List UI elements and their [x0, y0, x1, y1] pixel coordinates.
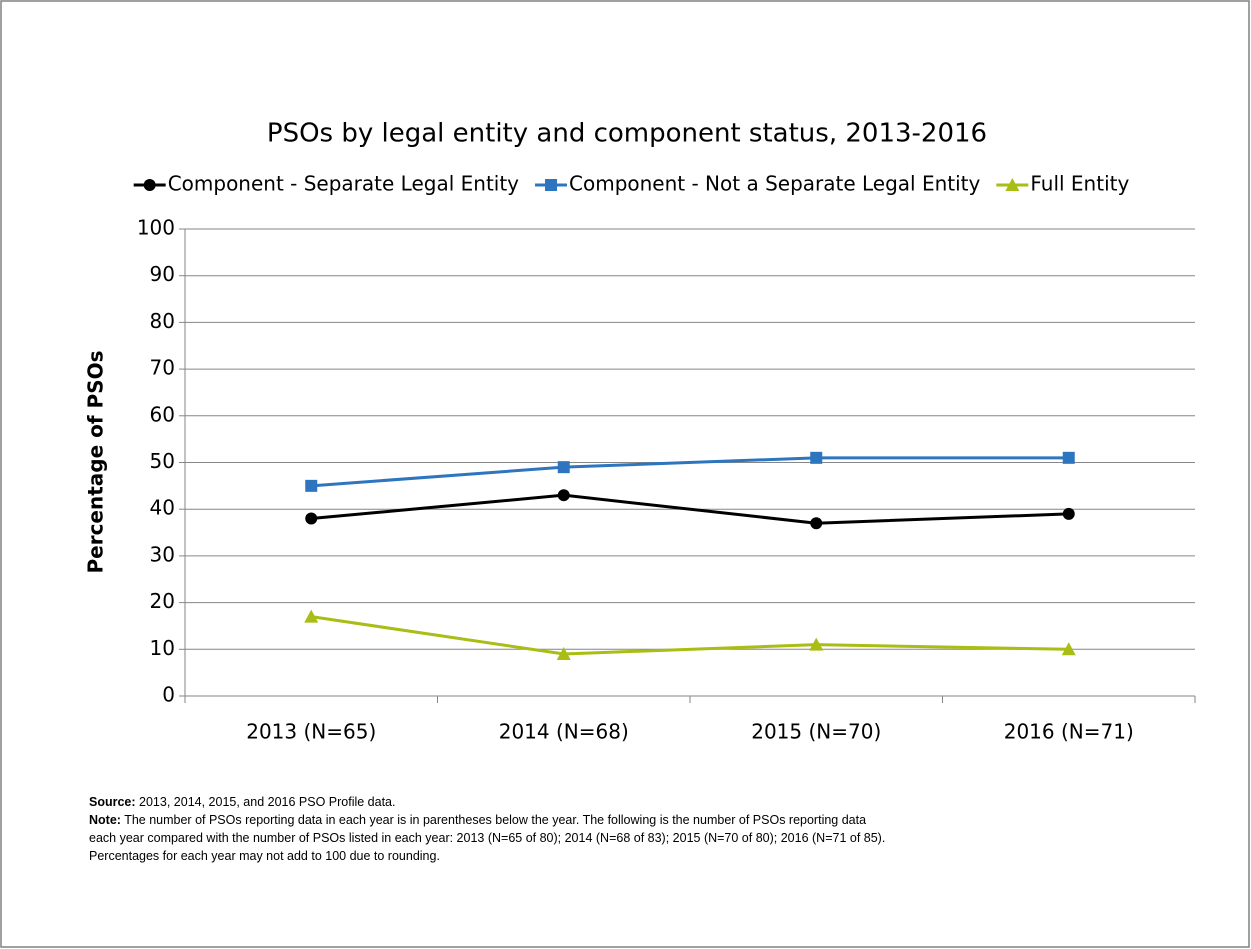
y-tick-label: 60	[150, 402, 175, 426]
x-tick-label: 2015 (N=70)	[751, 720, 881, 744]
data-point	[305, 512, 318, 525]
data-point	[1062, 451, 1075, 464]
data-point	[556, 646, 571, 660]
legend-marker	[545, 179, 558, 191]
data-point	[810, 517, 823, 530]
legend-marker	[143, 179, 156, 191]
y-tick-label: 40	[150, 496, 175, 520]
source-text: 2013, 2014, 2015, and 2016 PSO Profile d…	[139, 795, 396, 809]
legend-marker	[1005, 178, 1020, 191]
y-axis-label: Percentage of PSOs	[84, 350, 108, 573]
y-tick-label: 100	[137, 216, 175, 240]
note-line: Note: The number of PSOs reporting data …	[89, 811, 1169, 829]
data-point	[810, 451, 823, 464]
data-point	[305, 479, 318, 492]
note-text: The number of PSOs reporting data in eac…	[124, 813, 867, 827]
data-point	[1062, 507, 1075, 520]
y-tick-label: 90	[150, 262, 175, 286]
y-tick-label: 10	[150, 636, 175, 660]
y-tick-label: 20	[150, 589, 175, 613]
y-tick-label: 80	[150, 309, 175, 333]
y-tick-label: 70	[150, 356, 175, 380]
data-point	[809, 637, 824, 651]
data-point	[557, 489, 570, 502]
legend-label: Component - Not a Separate Legal Entity	[569, 172, 981, 196]
x-tick-label: 2016 (N=71)	[1004, 720, 1134, 744]
x-tick-label: 2014 (N=68)	[499, 720, 629, 744]
chart-title: PSOs by legal entity and component statu…	[267, 119, 987, 149]
source: Source: 2013, 2014, 2015, and 2016 PSO P…	[89, 793, 1169, 811]
series-line	[311, 456, 1069, 488]
y-tick-label: 0	[162, 683, 175, 707]
legend-label: Component - Separate Legal Entity	[168, 172, 519, 196]
legend: Component - Separate Legal Entity Compone…	[133, 172, 1129, 196]
data-point	[304, 609, 319, 623]
notes: Source: 2013, 2014, 2015, and 2016 PSO P…	[89, 793, 1169, 865]
note-line: each year compared with the number of PS…	[89, 831, 886, 845]
y-tick-label: 30	[150, 542, 175, 566]
legend-label: Full Entity	[1030, 172, 1129, 196]
note-line: Percentages for each year may not add to…	[89, 849, 440, 863]
series-line	[311, 493, 1069, 525]
y-tick-label: 50	[150, 449, 175, 473]
data-point	[1061, 642, 1076, 656]
source-label: Source:	[89, 795, 136, 809]
note-label: Note:	[89, 813, 121, 827]
data-point	[557, 461, 570, 474]
series-line	[311, 615, 1069, 656]
x-tick-label: 2013 (N=65)	[246, 720, 376, 744]
